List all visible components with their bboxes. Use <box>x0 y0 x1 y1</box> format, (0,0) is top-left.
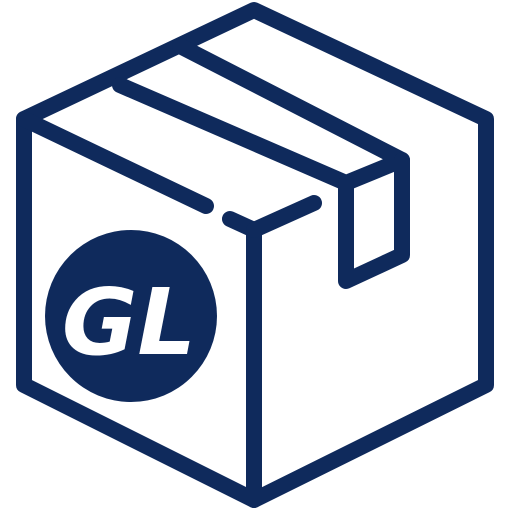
brand-badge-text: GL <box>62 269 196 376</box>
brand-badge <box>45 230 217 402</box>
box-middle-edge <box>222 211 262 508</box>
tape-top-left <box>112 38 410 191</box>
box-outline <box>16 2 494 508</box>
box-right-lid-edge <box>246 195 322 238</box>
tape-flap <box>338 152 410 289</box>
box-left-lid-edge <box>16 111 214 214</box>
